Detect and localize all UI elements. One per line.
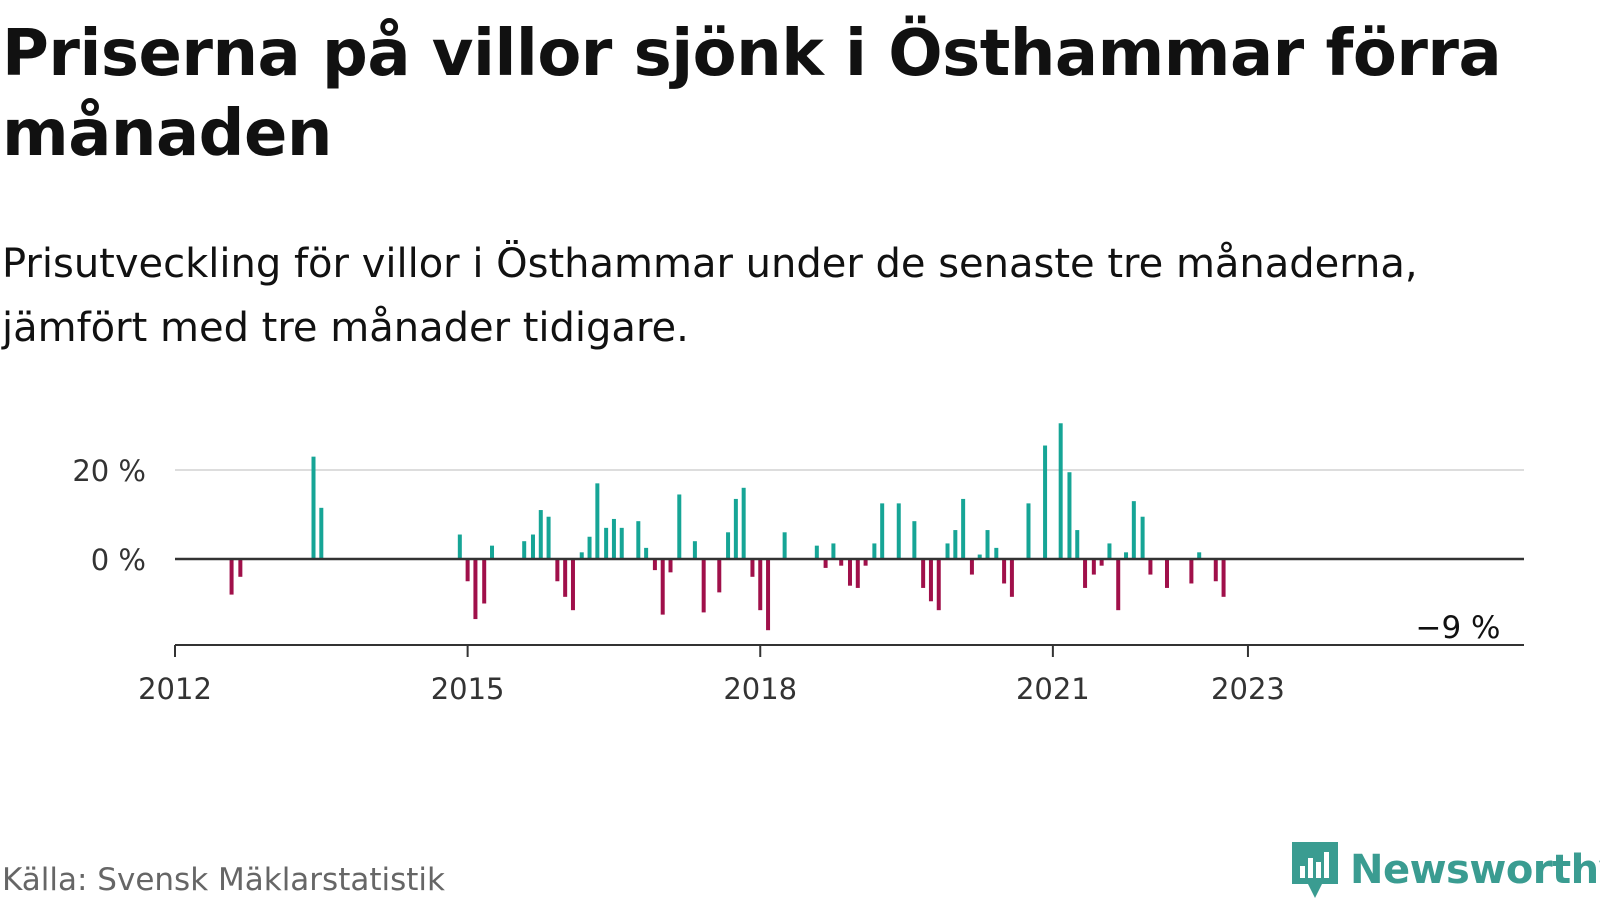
bar-positive (522, 541, 527, 559)
bar-negative (1009, 559, 1014, 597)
bar-positive (692, 541, 697, 559)
bar-positive (490, 545, 495, 559)
bar-positive (1067, 472, 1072, 559)
bar-positive (619, 527, 624, 559)
bar-positive (677, 494, 682, 559)
x-tick-label: 2023 (1211, 672, 1285, 706)
bar-negative (1221, 559, 1226, 597)
bar-positive (1197, 552, 1202, 559)
y-tick-label: 0 % (91, 543, 146, 577)
bar-positive (644, 547, 649, 559)
x-tick-label: 2021 (1016, 672, 1090, 706)
bar-negative (1189, 559, 1194, 584)
x-tick-label: 2018 (723, 672, 797, 706)
bar-positive (311, 456, 316, 559)
x-tick-label: 2015 (431, 672, 505, 706)
bar-positive (733, 498, 738, 559)
bar-positive (530, 534, 535, 559)
bar-negative (563, 559, 568, 597)
bar-negative (1164, 559, 1169, 588)
bar-negative (1002, 559, 1007, 584)
chart-title: Priserna på villor sjönk i Östhammar för… (2, 17, 1502, 171)
last-value-label-halo: −9 % (1415, 610, 1500, 646)
bar-positive (945, 543, 950, 559)
bar-positive (1107, 543, 1112, 559)
chart-subtitle: Prisutveckling för villor i Östhammar un… (2, 241, 1418, 351)
bar-negative (1213, 559, 1218, 582)
bar-positive (961, 498, 966, 559)
bar-negative (465, 559, 470, 582)
brand-name: Newsworthy (1350, 847, 1600, 893)
bar-positive (977, 554, 982, 559)
bar-negative (473, 559, 478, 620)
bar-negative (863, 559, 868, 566)
bar-negative (1148, 559, 1153, 575)
bar-negative (839, 559, 844, 566)
bar-positive (880, 503, 885, 559)
bar-positive (611, 518, 616, 559)
bar-positive (782, 532, 787, 559)
brand-logo: Newsworthy (1290, 840, 1600, 900)
bar-negative (855, 559, 860, 588)
bar-positive (546, 516, 551, 559)
source-note: Källa: Svensk Mäklarstatistik (2, 862, 445, 898)
bar-negative (652, 559, 657, 571)
bar-negative (660, 559, 665, 615)
bar-negative (766, 559, 771, 631)
x-tick-label: 2012 (138, 672, 212, 706)
bar-negative (936, 559, 941, 611)
bar-negative (1083, 559, 1088, 588)
bar-negative (921, 559, 926, 588)
bar-negative (823, 559, 828, 568)
bar-positive (953, 530, 958, 559)
bar-positive (457, 534, 462, 559)
newsworthy-logo-icon (1292, 842, 1338, 898)
bar-chart: 20 %0 %2012 2015 2018 2021 2023−9 %−9 % (72, 423, 1524, 706)
bar-positive (319, 507, 324, 559)
bar-positive (872, 543, 877, 559)
bar-positive (726, 532, 731, 559)
bar-negative (847, 559, 852, 586)
bar-positive (636, 521, 641, 559)
bar-negative (701, 559, 706, 613)
bar-positive (814, 545, 819, 559)
bar-positive (985, 530, 990, 559)
bar-negative (969, 559, 974, 575)
bar-positive (896, 503, 901, 559)
bar-positive (741, 487, 746, 559)
bar-negative (1091, 559, 1096, 575)
bar-positive (1058, 423, 1063, 559)
bar-negative (1116, 559, 1121, 611)
bar-positive (595, 483, 600, 559)
bar-positive (1075, 530, 1080, 559)
bar-negative (570, 559, 575, 611)
bar-negative (758, 559, 763, 611)
bar-negative (750, 559, 755, 577)
bar-negative (482, 559, 487, 604)
bar-positive (1140, 516, 1145, 559)
bar-positive (1026, 503, 1031, 559)
bar-positive (994, 547, 999, 559)
y-tick-label: 20 % (72, 454, 146, 488)
bar-negative (555, 559, 560, 582)
bar-negative (1099, 559, 1104, 566)
bar-negative (238, 559, 243, 577)
bar-positive (587, 536, 592, 559)
bar-positive (1043, 445, 1048, 559)
bar-negative (717, 559, 722, 593)
bar-negative (668, 559, 673, 573)
bar-positive (831, 543, 836, 559)
bar-positive (579, 552, 584, 559)
last-value-label: −9 % (1415, 610, 1500, 646)
bar-positive (604, 527, 609, 559)
bar-negative (928, 559, 933, 602)
bar-positive (912, 521, 917, 559)
bar-positive (1131, 501, 1136, 559)
bar-positive (538, 510, 543, 559)
bar-positive (1124, 552, 1129, 559)
bar-negative (229, 559, 234, 595)
